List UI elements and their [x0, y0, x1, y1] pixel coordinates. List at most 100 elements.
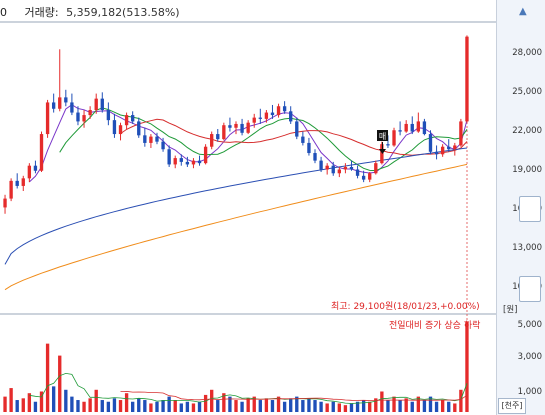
candle-body [404, 123, 408, 132]
volume-bar [203, 394, 208, 412]
volume-bar [428, 396, 433, 412]
candle-body [276, 106, 281, 116]
volume-bar [76, 400, 80, 412]
candle-body [264, 112, 269, 119]
volume-bar [82, 401, 86, 412]
volume-bar [301, 400, 305, 412]
scroll-up-icon[interactable]: ▲ [519, 6, 527, 17]
volume-bar [149, 403, 153, 412]
volume-unit: [천주] [498, 398, 526, 414]
volume-bar [21, 398, 25, 412]
volume-bar [27, 393, 32, 412]
candle-body [33, 165, 38, 171]
volume-bar [392, 396, 396, 412]
scroll-thumb-top[interactable] [519, 196, 541, 222]
candle-body [380, 144, 384, 164]
candles [3, 35, 469, 214]
candle-body [100, 98, 104, 111]
volume-bar [94, 389, 98, 412]
volume-bar [331, 401, 335, 412]
candle-body [282, 106, 287, 112]
price-unit: [원] [503, 305, 518, 315]
candle-body [167, 149, 171, 165]
candle-body [422, 121, 427, 135]
high-price-annotation: 최고: 29,100원(18/01/23,+0.00%) [331, 302, 480, 312]
volume-bar [440, 400, 445, 412]
volume-bar [404, 398, 408, 412]
volume-bar [313, 400, 317, 412]
volume-bar [453, 403, 457, 412]
candle-body [185, 161, 190, 165]
candlestick-chart[interactable]: 매 [0, 0, 496, 415]
price-tick-22000: 22,000 [512, 126, 542, 136]
price-tick-19000: 19,000 [512, 165, 542, 175]
candle-body [216, 134, 220, 140]
volume-bar [410, 401, 414, 412]
chart-plot-area[interactable]: 0 거래량: 5,359,182(513.58%) 매 최고: 29,100원(… [0, 0, 496, 415]
candle-body [392, 130, 396, 146]
volume-bar [380, 391, 384, 412]
candle-body [149, 136, 153, 143]
volume-tick-1000: 1,000 [517, 387, 542, 397]
candle-body [64, 97, 68, 103]
volume-bar [33, 401, 38, 412]
candle-body [45, 102, 50, 135]
header-prefix: 0 [0, 6, 7, 19]
scroll-thumb-bottom[interactable] [519, 276, 541, 302]
candle-body [161, 141, 165, 150]
trade-marker-box [377, 130, 388, 141]
candle-body [465, 36, 469, 122]
candle-body [307, 142, 311, 154]
price-tick-28000: 28,000 [512, 48, 542, 58]
volume-bar [216, 400, 220, 412]
volume-ma5-line [29, 372, 468, 404]
volume-bar [264, 398, 269, 412]
volume-bar [179, 403, 183, 412]
candle-body [191, 160, 196, 165]
candle-body [325, 165, 329, 170]
candle-body [118, 125, 123, 135]
volume-bar [161, 400, 165, 412]
volume-bar [185, 401, 190, 412]
volume-bar [282, 401, 287, 412]
volume-bar [58, 355, 62, 412]
ma5-line [29, 104, 468, 183]
ma20-line [120, 118, 468, 156]
trade-marker[interactable]: 매 [377, 130, 388, 154]
candle-body [355, 169, 360, 176]
volume-bar [137, 398, 141, 412]
volume-bar [465, 321, 469, 412]
volume-bar [447, 401, 451, 412]
volume-bar [234, 400, 238, 412]
volume-bar [459, 389, 463, 412]
volume-bars [3, 321, 469, 412]
candle-body [252, 117, 256, 123]
candle-body [240, 123, 244, 133]
volume-bar [386, 400, 390, 412]
candle-body [112, 120, 117, 135]
candle-body [313, 153, 317, 161]
candle-body [434, 151, 439, 155]
volume-bar [422, 400, 427, 412]
volume-bar [416, 396, 421, 412]
candle-body [106, 110, 111, 121]
volume-bar [307, 398, 311, 412]
volume-bar [319, 401, 323, 412]
candle-body [88, 110, 92, 116]
candle-body [234, 123, 238, 128]
volume-bar [368, 401, 372, 412]
candle-body [416, 121, 421, 132]
volume-bar [349, 403, 354, 412]
volume-label: 거래량: [24, 6, 59, 19]
volume-bar [361, 400, 366, 412]
ma60-line [4, 147, 468, 265]
volume-bar [124, 393, 129, 412]
candle-body [39, 134, 44, 171]
volume-bar [240, 401, 244, 412]
candle-body [124, 115, 129, 126]
volume-bar [295, 396, 299, 412]
volume-bar [270, 400, 275, 412]
candle-body [301, 136, 305, 143]
candle-body [319, 160, 323, 170]
